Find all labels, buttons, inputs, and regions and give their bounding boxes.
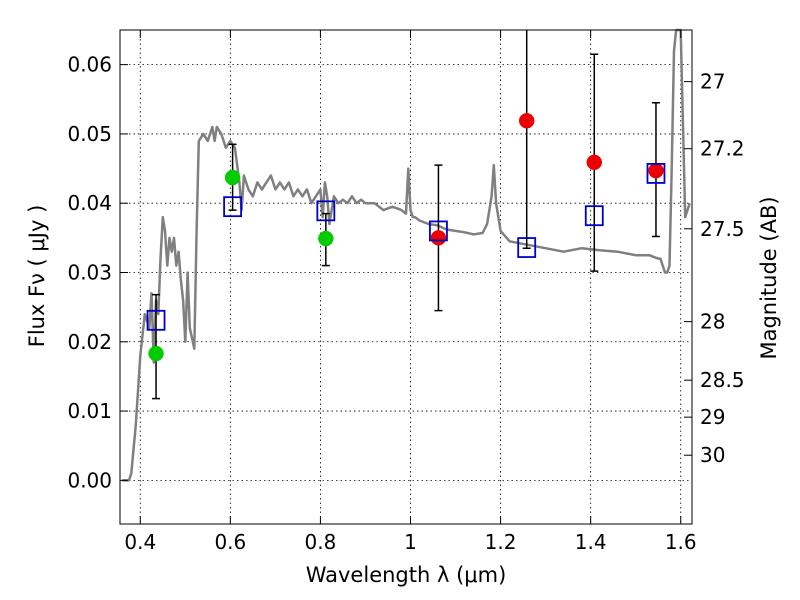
x-tick-label: 0.6 [214, 530, 246, 554]
data-point [648, 162, 664, 179]
y-tick-label: 0.03 [67, 260, 112, 284]
y2-tick-label: 27 [700, 70, 725, 94]
y-tick-label: 0.05 [67, 122, 112, 146]
plot-frame [119, 29, 693, 525]
data-point [224, 169, 241, 186]
model-square [223, 196, 242, 218]
x-tick-label: 0.8 [305, 530, 337, 554]
data-point [318, 230, 334, 247]
y-tick-label: 0.06 [67, 53, 112, 77]
x-tick-label: 0.4 [124, 530, 156, 554]
y2-tick-label: 29 [700, 405, 725, 429]
y-tick-label: 0.00 [67, 468, 112, 492]
y2-tick-label: 27.5 [700, 217, 745, 241]
x-axis-label: Wavelength λ (μm) [306, 563, 507, 587]
model-square [517, 237, 537, 258]
data-point [586, 154, 603, 171]
grid-lines [120, 30, 692, 524]
y2-tick-label: 30 [700, 443, 725, 467]
right-axis-label: Magnitude (AB) [757, 196, 781, 359]
y-tick-label: 0.01 [67, 399, 112, 423]
model-square [584, 205, 604, 227]
spectrum-line [122, 28, 691, 482]
y-tick-label: 0.04 [67, 191, 112, 215]
spectrum-layer [122, 28, 691, 482]
x-tick-label: 1.4 [575, 530, 607, 554]
model-square [646, 163, 666, 184]
y2-tick-label: 28.5 [700, 368, 745, 392]
x-tick-label: 1.6 [665, 530, 697, 554]
model-square [146, 309, 166, 331]
x-tick-label: 1.2 [485, 530, 517, 554]
model-square [316, 200, 336, 222]
model-square [429, 220, 448, 242]
y-axis-label: Flux Fν ( μJy ) [25, 205, 49, 348]
data-point [430, 230, 447, 246]
tick-layer: 0.4 0.6 0.8 1 1.2 1.4 1.6 0.00 0.01 0.02 0.03 0.04 0… [67, 30, 745, 554]
y2-tick-label: 28 [700, 310, 725, 334]
y-tick-label: 0.02 [67, 330, 112, 354]
data-point [148, 345, 164, 362]
y2-tick-label: 27.2 [700, 137, 745, 161]
data-point [518, 113, 535, 129]
marker-layer [146, 113, 666, 362]
x-tick-label: 1 [404, 530, 417, 554]
